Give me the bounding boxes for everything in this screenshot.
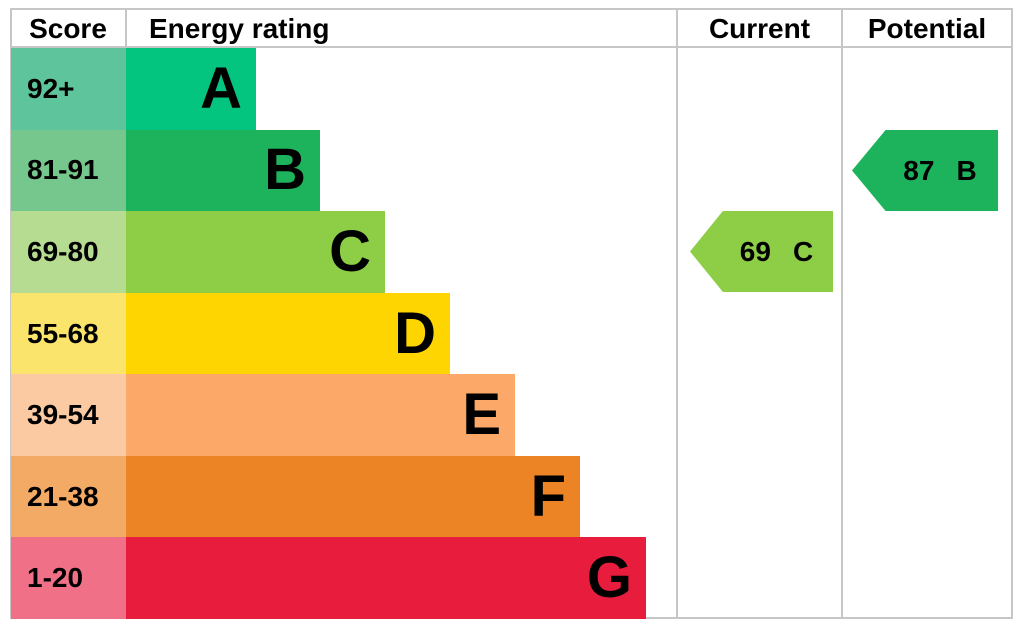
- score-range-cell: 55-68: [11, 292, 126, 375]
- rating-bar-e: E: [126, 374, 515, 456]
- potential-score-value: 87: [903, 154, 935, 186]
- current-score-value: 69: [739, 235, 771, 267]
- score-column-divider: [125, 8, 127, 48]
- potential-rating-arrow: 87 B: [852, 130, 998, 211]
- potential-column-divider: [841, 8, 843, 619]
- band-row-d: 55-68 D: [11, 292, 1013, 375]
- band-row-a: 92+ A: [11, 48, 1013, 130]
- current-rating-letter: C: [792, 235, 814, 267]
- current-column-divider: [676, 8, 678, 619]
- rating-letter: A: [200, 55, 242, 121]
- score-range-cell: 1-20: [11, 537, 126, 620]
- band-row-f: 21-38 F: [11, 455, 1013, 538]
- rating-bands: 92+ A 81-91 B 69-80 C 55-68 D 39-54 E 21…: [11, 48, 1013, 620]
- header-underline: [10, 46, 1013, 48]
- potential-rating-letter: B: [956, 154, 977, 186]
- current-rating-arrow: 69 C: [690, 211, 833, 292]
- band-row-c: 69-80 C: [11, 211, 1013, 293]
- header-current: Current: [708, 13, 811, 44]
- rating-letter: F: [530, 463, 566, 529]
- rating-letter: C: [329, 218, 371, 284]
- band-row-b: 81-91 B: [11, 129, 1013, 212]
- rating-bar-f: F: [126, 455, 580, 538]
- rating-bar-a: A: [126, 48, 256, 130]
- header-potential: Potential: [867, 13, 987, 44]
- rating-bar-b: B: [126, 129, 320, 212]
- rating-bar-c: C: [126, 211, 385, 293]
- score-range-cell: 21-38: [11, 455, 126, 538]
- rating-bar-d: D: [126, 292, 450, 375]
- score-range-cell: 39-54: [11, 374, 126, 456]
- rating-bar-g: G: [126, 537, 646, 620]
- rating-letter: D: [394, 300, 436, 366]
- band-row-g: 1-20 G: [11, 537, 1013, 620]
- rating-letter: E: [462, 382, 501, 448]
- rating-letter: G: [586, 545, 632, 611]
- score-range-cell: 92+: [11, 48, 126, 130]
- header-score: Score: [29, 13, 107, 44]
- score-range-cell: 81-91: [11, 129, 126, 212]
- band-row-e: 39-54 E: [11, 374, 1013, 456]
- rating-letter: B: [264, 137, 306, 203]
- score-range-cell: 69-80: [11, 211, 126, 293]
- header-energy-rating: Energy rating: [149, 13, 330, 44]
